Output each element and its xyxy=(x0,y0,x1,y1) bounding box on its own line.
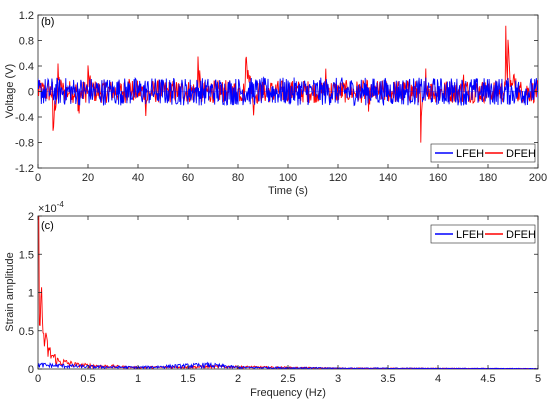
panel-c-strain-chart: 0 0.5 1 1.5 2 2.5 3 3.5 4 4.5 5 0 0.5 1 1.5 2 ×10-4 (c… xyxy=(4,200,541,399)
panel-c-legend-lfeh-label: LFEH xyxy=(456,229,484,241)
panel-b-x-tick-label: 0 xyxy=(35,172,41,184)
panel-c-legend-box xyxy=(430,224,536,244)
panel-b-y-tick-label: -0.8 xyxy=(15,138,34,150)
panel-b-legend-lfeh-label: LFEH xyxy=(456,148,484,160)
panel-b-legend: LFEH DFEH xyxy=(430,143,536,163)
panel-c-x-tick-label: 4.5 xyxy=(480,373,495,385)
panel-c-tag: (c) xyxy=(41,220,54,232)
panel-b-tag: (b) xyxy=(41,16,54,28)
panel-b-y-tick-label: -0.4 xyxy=(15,112,34,124)
panel-b-y-tick-label: 0.8 xyxy=(19,36,34,48)
panel-c-x-axis-label: Frequency (Hz) xyxy=(250,387,326,399)
panel-b-x-tick-label: 40 xyxy=(132,172,144,184)
panel-c-x-ticks: 0 0.5 1 1.5 2 2.5 3 3.5 4 4.5 5 xyxy=(35,216,541,385)
panel-b-series-group xyxy=(38,25,538,143)
panel-b-x-tick-label: 160 xyxy=(429,172,447,184)
panel-b-x-tick-label: 200 xyxy=(529,172,547,184)
panel-b-y-tick-label: 1.2 xyxy=(19,10,34,22)
panel-b-legend-dfeh-label: DFEH xyxy=(506,148,536,160)
panel-b-legend-box xyxy=(430,143,536,163)
panel-c-x-tick-label: 1 xyxy=(135,373,141,385)
panel-c-y-tick-label: 1 xyxy=(28,288,34,300)
panel-c-x-tick-label: 2 xyxy=(235,373,241,385)
panel-c-y-tick-label: 0 xyxy=(28,364,34,376)
panel-b-voltage-chart: 0 20 40 60 80 100 120 140 160 180 200 -1.2 -0.8 -0.4… xyxy=(4,10,547,197)
panel-b-y-axis-label: Voltage (V) xyxy=(4,64,16,118)
panel-c-x-tick-label: 0 xyxy=(35,373,41,385)
panel-b-y-ticks: -1.2 -0.8 -0.4 0 0.4 0.8 1.2 xyxy=(15,10,538,175)
panel-c-legend: LFEH DFEH xyxy=(430,224,536,244)
panel-b-y-tick-label: 0.4 xyxy=(19,61,34,73)
panel-b-x-tick-label: 140 xyxy=(379,172,397,184)
panel-c-x-tick-label: 3.5 xyxy=(380,373,395,385)
panel-b-x-axis-label: Time (s) xyxy=(268,185,308,197)
panel-c-x-tick-label: 1.5 xyxy=(180,373,195,385)
panel-b-x-tick-label: 60 xyxy=(182,172,194,184)
panel-b-y-tick-label: -1.2 xyxy=(15,163,34,175)
panel-c-y-ticks: 0 0.5 1 1.5 2 xyxy=(19,211,538,376)
series-lfeh-line xyxy=(38,76,538,107)
panel-c-x-tick-label: 4 xyxy=(435,373,441,385)
panel-c-y-tick-label: 0.5 xyxy=(19,326,34,338)
panel-b-x-tick-label: 180 xyxy=(479,172,497,184)
panel-c-x-tick-label: 2.5 xyxy=(280,373,295,385)
panel-c-x-tick-label: 5 xyxy=(535,373,541,385)
panel-c-y-axis-label: Strain amplitude xyxy=(4,252,16,332)
panel-c-x-tick-label: 3 xyxy=(335,373,341,385)
panel-b-x-ticks: 0 20 40 60 80 100 120 140 160 180 200 xyxy=(35,15,547,184)
panel-b-x-tick-label: 20 xyxy=(82,172,94,184)
panel-c-y-tick-label: 1.5 xyxy=(19,249,34,261)
panel-b-x-tick-label: 80 xyxy=(232,172,244,184)
panel-c-exponent-label: ×10-4 xyxy=(38,200,64,215)
panel-c-y-tick-label: 2 xyxy=(28,211,34,223)
panel-c-legend-dfeh-label: DFEH xyxy=(506,229,536,241)
panel-b-x-tick-label: 100 xyxy=(279,172,297,184)
panel-b-y-tick-label: 0 xyxy=(28,87,34,99)
panel-c-x-tick-label: 0.5 xyxy=(80,373,95,385)
panel-b-x-tick-label: 120 xyxy=(329,172,347,184)
